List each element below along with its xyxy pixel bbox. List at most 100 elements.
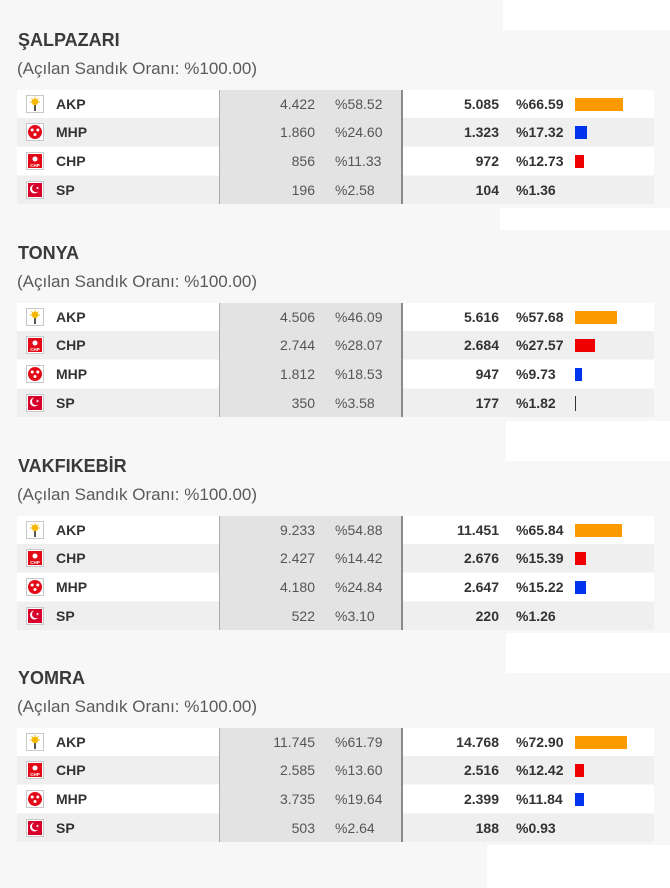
party-name: SP: [56, 182, 75, 198]
party-name: SP: [56, 395, 75, 411]
party-name: AKP: [56, 96, 86, 112]
previous-percent: %11.33: [335, 153, 382, 169]
district-subtitle: (Açılan Sandık Oranı: %100.00): [17, 697, 258, 716]
svg-text:CHP: CHP: [30, 560, 40, 565]
party-name: AKP: [56, 522, 86, 538]
previous-election-column: [219, 90, 403, 204]
mhp-logo-icon: [26, 123, 44, 141]
party-name: SP: [56, 608, 75, 624]
previous-percent: %61.79: [335, 734, 383, 750]
current-votes: 947: [475, 366, 499, 382]
previous-percent: %2.58: [335, 182, 375, 198]
current-votes: 2.684: [463, 337, 499, 353]
current-percent: %65.84: [516, 522, 564, 538]
previous-votes: 196: [291, 182, 315, 198]
party-name: CHP: [56, 762, 86, 778]
previous-votes: 2.427: [279, 550, 315, 566]
mhp-logo-icon: [26, 790, 44, 808]
vote-share-bar: [575, 126, 587, 139]
chp-logo-icon: CHP: [26, 761, 44, 779]
previous-votes: 1.860: [279, 124, 315, 140]
vote-share-bar: [575, 98, 623, 111]
previous-votes: 2.744: [279, 337, 315, 353]
previous-votes: 2.585: [279, 762, 315, 778]
previous-percent: %24.84: [335, 579, 383, 595]
akp-logo-icon: [26, 521, 44, 539]
party-name: MHP: [56, 366, 88, 382]
previous-votes: 4.180: [279, 579, 315, 595]
previous-percent: %46.09: [335, 309, 383, 325]
svg-text:CHP: CHP: [30, 163, 40, 168]
chp-logo-icon: CHP: [26, 549, 44, 567]
previous-percent: %54.88: [335, 522, 383, 538]
vote-share-bar: [575, 736, 627, 749]
mhp-logo-icon: [26, 578, 44, 596]
chp-logo-icon: CHP: [26, 152, 44, 170]
current-votes: 5.616: [463, 309, 499, 325]
previous-election-column: [219, 303, 403, 417]
previous-votes: 522: [291, 608, 315, 624]
current-percent: %9.73: [516, 366, 556, 382]
akp-logo-icon: [26, 308, 44, 326]
current-votes: 104: [475, 182, 499, 198]
sp-logo-icon: [26, 181, 44, 199]
previous-votes: 4.422: [279, 96, 315, 112]
background-patch: [487, 845, 670, 888]
background-patch: [506, 633, 670, 673]
previous-votes: 350: [291, 395, 315, 411]
party-name: CHP: [56, 337, 86, 353]
previous-percent: %18.53: [335, 366, 383, 382]
district-title: YOMRA: [18, 668, 85, 688]
mhp-logo-icon: [26, 365, 44, 383]
current-percent: %12.73: [516, 153, 564, 169]
current-votes: 14.768: [456, 734, 499, 750]
previous-percent: %3.10: [335, 608, 375, 624]
current-percent: %72.90: [516, 734, 564, 750]
previous-percent: %19.64: [335, 791, 383, 807]
previous-percent: %3.58: [335, 395, 375, 411]
vote-share-bar: [575, 524, 622, 537]
current-percent: %1.36: [516, 182, 556, 198]
party-name: MHP: [56, 124, 88, 140]
chp-logo-icon: CHP: [26, 336, 44, 354]
results-table: AKP CHP CHP MHP SP 11.745 %61.79 14.768 …: [17, 728, 654, 842]
previous-percent: %13.60: [335, 762, 383, 778]
vote-share-bar: [575, 155, 584, 168]
current-percent: %1.82: [516, 395, 556, 411]
district-subtitle: (Açılan Sandık Oranı: %100.00): [17, 485, 258, 504]
current-votes: 11.451: [456, 522, 499, 538]
party-name: SP: [56, 820, 75, 836]
results-table: AKP CHP CHP MHP SP 4.506 %46.09 5.616 %5…: [17, 303, 654, 417]
previous-percent: %14.42: [335, 550, 383, 566]
svg-text:CHP: CHP: [30, 347, 40, 352]
current-percent: %17.32: [516, 124, 564, 140]
previous-votes: 856: [291, 153, 315, 169]
current-percent: %12.42: [516, 762, 564, 778]
current-votes: 2.676: [463, 550, 499, 566]
background-patch: [506, 421, 670, 461]
sp-logo-icon: [26, 394, 44, 412]
previous-percent: %2.64: [335, 820, 375, 836]
vote-share-bar: [575, 764, 584, 777]
current-percent: %15.39: [516, 550, 564, 566]
vote-share-bar: [575, 368, 582, 381]
party-name: CHP: [56, 153, 86, 169]
current-votes: 177: [475, 395, 499, 411]
current-percent: %15.22: [516, 579, 564, 595]
previous-votes: 4.506: [279, 309, 315, 325]
svg-text:CHP: CHP: [30, 772, 40, 777]
current-votes: 972: [475, 153, 499, 169]
akp-logo-icon: [26, 733, 44, 751]
sp-logo-icon: [26, 819, 44, 837]
vote-share-bar: [575, 793, 584, 806]
vote-share-bar: [575, 552, 586, 565]
vote-share-bar: [575, 581, 586, 594]
current-percent: %27.57: [516, 337, 564, 353]
party-name: CHP: [56, 550, 86, 566]
previous-election-column: [219, 728, 403, 842]
current-votes: 2.647: [463, 579, 499, 595]
party-name: MHP: [56, 579, 88, 595]
district-subtitle: (Açılan Sandık Oranı: %100.00): [17, 59, 258, 78]
current-votes: 2.516: [463, 762, 499, 778]
district-title: ŞALPAZARI: [18, 30, 120, 50]
